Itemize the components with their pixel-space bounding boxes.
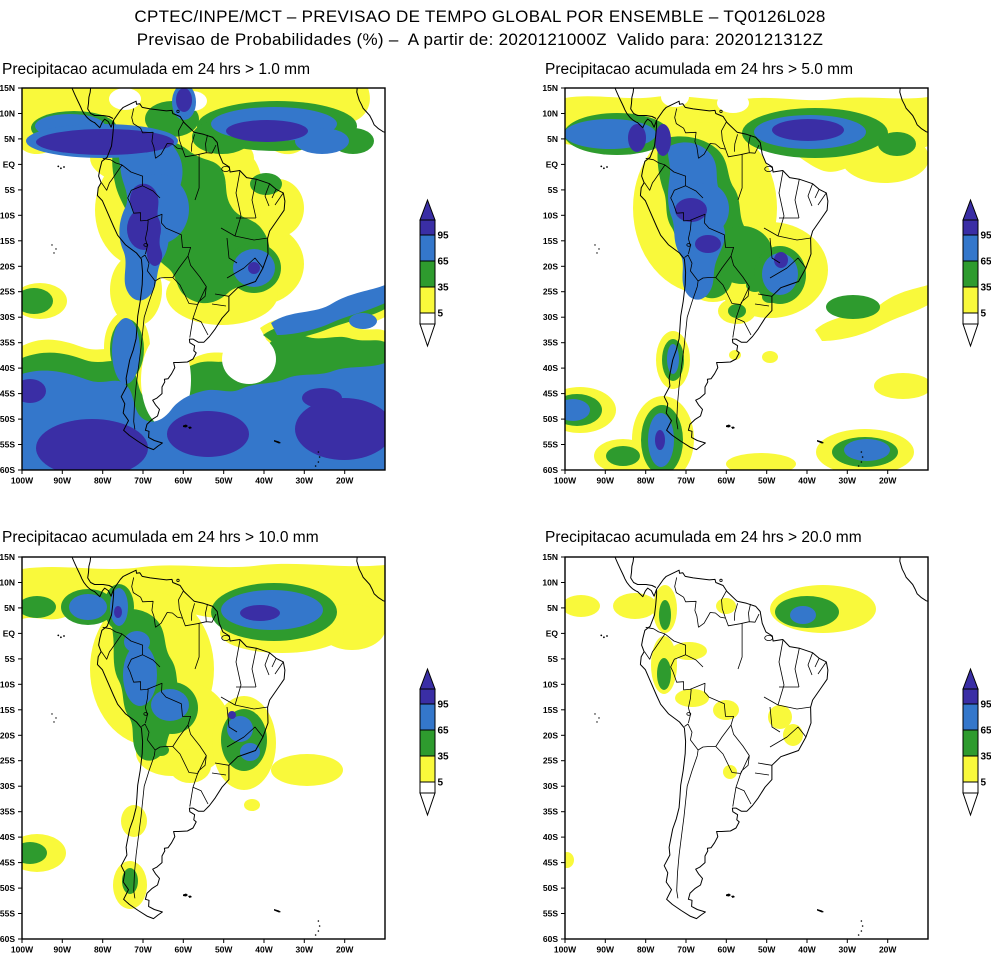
panel-2-title: Precipitacao acumulada em 24 hrs > 5.0 m… <box>545 61 853 78</box>
panel-1-contours <box>22 88 385 470</box>
panel-4-contours <box>565 585 876 868</box>
prob-gt95-layer <box>114 605 280 719</box>
panel-3-map <box>0 553 450 955</box>
panel-1-title: Precipitacao acumulada em 24 hrs > 1.0 m… <box>2 61 310 78</box>
prob-gt95-layer <box>22 88 385 470</box>
prob-gt95-layer <box>628 119 844 450</box>
legend-instance <box>419 199 450 347</box>
legend-instance <box>419 668 450 816</box>
panel-1-map <box>0 84 450 486</box>
panel-2-map <box>542 84 991 486</box>
figure-title: CPTEC/INPE/MCT – PREVISAO DE TEMPO GLOBA… <box>134 7 826 26</box>
panel-2-contours <box>565 88 928 470</box>
legend-instance <box>962 668 991 816</box>
prob-lt5-gaps <box>661 88 749 113</box>
figure-subtitle: Previsao de Probabilidades (%) – A parti… <box>136 30 824 49</box>
panel-3-title: Precipitacao acumulada em 24 hrs > 10.0 … <box>2 529 319 546</box>
panel-4-map <box>542 553 991 955</box>
panel-4-title: Precipitacao acumulada em 24 hrs > 20.0 … <box>545 529 862 546</box>
prob-65-95-layer <box>790 606 816 624</box>
panel-3-contours <box>22 563 385 909</box>
legend-instance <box>962 199 991 347</box>
prob-5-35-layer <box>565 585 876 868</box>
